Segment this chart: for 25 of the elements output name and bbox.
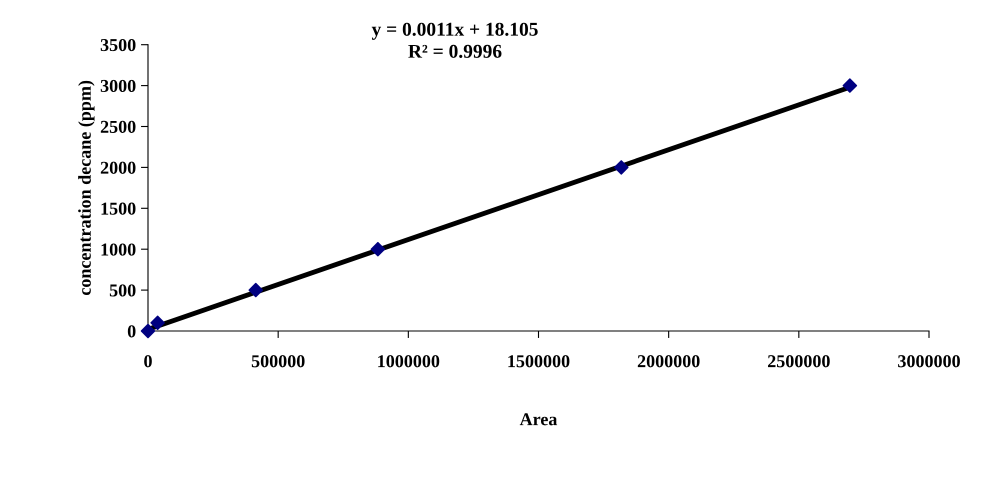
x-tick-label: 2000000 <box>638 355 700 368</box>
y-tick-label: 1000 <box>102 243 136 256</box>
y-tick-label: 500 <box>110 284 136 297</box>
y-tick-label: 1500 <box>102 202 136 215</box>
y-axis-title: concentration decane (ppm) <box>78 80 95 296</box>
x-tick-label: 2500000 <box>768 355 830 368</box>
point <box>614 160 629 175</box>
y-tick-label: 3500 <box>100 38 136 52</box>
y-tick-label: 2000 <box>100 162 136 174</box>
point <box>842 78 858 93</box>
point <box>150 316 165 330</box>
text: y = 0.0011x + 18.105 <box>372 22 538 40</box>
point <box>248 282 264 298</box>
y-tick-label: 3000 <box>100 80 136 92</box>
point <box>140 324 156 338</box>
annotation: R² = 0.9996 <box>408 44 502 58</box>
y-tick-label: 0 <box>128 325 136 338</box>
x-tick-label: 0 <box>144 355 152 368</box>
point <box>370 242 386 256</box>
x-tick-label: 1000000 <box>378 355 440 368</box>
x-axis-title: Area <box>520 413 558 426</box>
y-tick-label: 2500 <box>100 120 136 133</box>
x-tick-label: 500000 <box>252 355 305 368</box>
x-tick-label: 1500000 <box>508 355 570 368</box>
x-tick-label: 3000000 <box>898 355 960 368</box>
